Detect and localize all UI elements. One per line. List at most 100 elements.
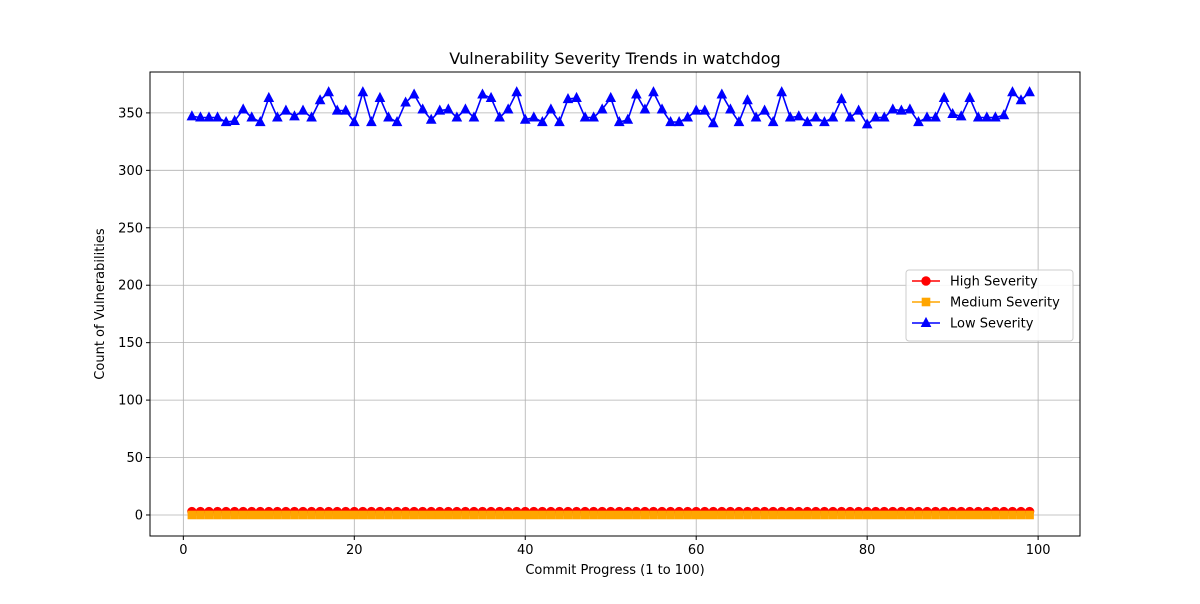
data-point: [801, 116, 813, 127]
data-point: [512, 510, 522, 520]
data-point: [537, 116, 548, 127]
data-point: [348, 116, 360, 127]
data-point: [538, 510, 547, 520]
legend-marker: [921, 297, 931, 307]
data-point: [861, 118, 873, 129]
series-low-severity: [186, 86, 1035, 129]
y-tick-label: 300: [118, 164, 143, 179]
data-point: [793, 110, 805, 121]
data-point: [888, 510, 898, 520]
data-point: [955, 110, 967, 121]
data-point: [972, 111, 984, 122]
data-point: [195, 111, 206, 122]
plot-frame: [149, 71, 1081, 537]
data-point: [186, 110, 198, 121]
data-point: [803, 510, 812, 520]
data-point: [768, 510, 778, 520]
data-point: [461, 510, 470, 520]
data-point: [502, 103, 514, 114]
data-point: [273, 510, 282, 520]
data-point: [272, 111, 283, 122]
data-point: [237, 103, 249, 114]
x-tick-label: 20: [346, 543, 363, 558]
data-point: [519, 113, 531, 124]
data-point: [255, 510, 265, 520]
x-tick-label: 0: [179, 543, 187, 558]
data-point: [844, 111, 856, 122]
legend-frame: [905, 269, 1074, 342]
data-point: [930, 111, 941, 122]
data-point: [221, 510, 231, 520]
data-point: [956, 510, 966, 520]
data-point: [657, 510, 667, 520]
data-point: [349, 510, 359, 520]
data-point: [871, 510, 881, 520]
data-point: [904, 103, 916, 114]
data-point: [435, 510, 445, 520]
data-point: [965, 510, 975, 520]
data-point: [811, 510, 821, 520]
x-tick-label: 60: [688, 543, 705, 558]
x-axis-label: Commit Progress (1 to 100): [525, 563, 704, 578]
data-point: [478, 510, 487, 520]
data-point: [606, 510, 616, 520]
data-point: [767, 116, 779, 127]
data-point: [905, 510, 915, 520]
data-point: [579, 111, 591, 122]
data-point: [554, 116, 565, 127]
data-point: [665, 116, 676, 127]
data-point: [417, 103, 429, 114]
data-point: [854, 510, 863, 520]
data-point: [605, 91, 617, 102]
legend-entry: Low Severity: [950, 317, 1034, 332]
data-point: [596, 103, 608, 114]
data-point: [307, 510, 316, 520]
data-point: [623, 510, 633, 520]
data-point: [426, 510, 436, 520]
data-point: [743, 510, 752, 520]
data-point: [187, 510, 197, 520]
data-point: [315, 510, 325, 520]
series-group: [186, 86, 1035, 520]
data-point: [828, 510, 838, 520]
data-point: [639, 103, 651, 114]
y-tick-label: 100: [118, 394, 143, 409]
data-point: [229, 114, 240, 125]
data-point: [674, 510, 684, 520]
data-point: [784, 111, 796, 122]
data-point: [700, 510, 710, 520]
data-point: [726, 510, 735, 520]
y-axis: 0 50 100 150 200 250 300 350: [118, 106, 150, 523]
data-point: [656, 103, 668, 114]
data-point: [409, 510, 419, 520]
data-point: [204, 510, 214, 520]
data-point: [247, 510, 257, 520]
data-point: [401, 510, 410, 520]
data-point: [289, 110, 300, 121]
data-point: [760, 510, 769, 520]
data-point: [580, 510, 590, 520]
y-tick-label: 350: [118, 106, 143, 121]
data-point: [717, 510, 727, 520]
data-point: [897, 510, 906, 520]
chart-title: Vulnerability Severity Trends in watchdo…: [449, 49, 780, 68]
data-point: [375, 510, 385, 520]
data-point: [528, 111, 540, 122]
data-point: [485, 91, 497, 102]
data-point: [469, 510, 479, 520]
data-point: [238, 510, 248, 520]
data-point: [1007, 86, 1018, 97]
data-point: [896, 104, 907, 115]
data-point: [281, 510, 291, 520]
data-point: [1008, 510, 1017, 520]
data-point: [939, 510, 949, 520]
data-point: [648, 86, 659, 97]
data-point: [614, 510, 624, 520]
data-point: [494, 111, 505, 122]
data-point: [374, 91, 386, 102]
data-point: [964, 91, 976, 102]
data-point: [367, 510, 376, 520]
data-point: [699, 104, 711, 115]
data-point: [622, 113, 634, 124]
data-point: [982, 510, 992, 520]
